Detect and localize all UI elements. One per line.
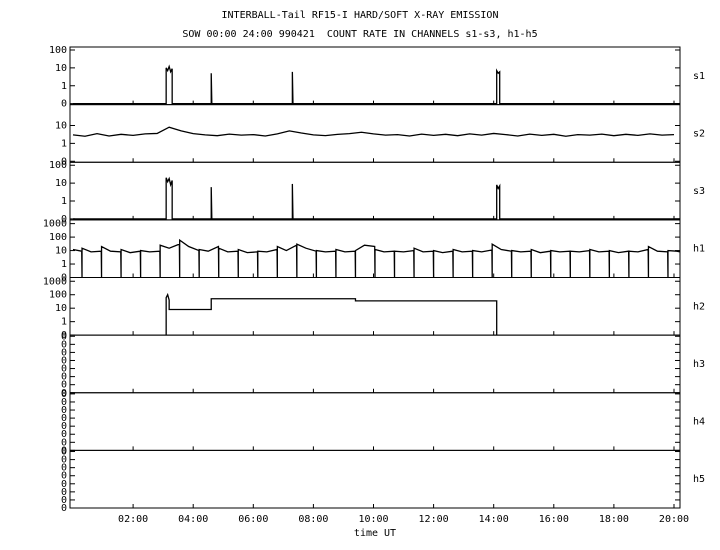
data-line <box>72 238 681 278</box>
y-tick-label: 100 <box>49 232 67 243</box>
y-tick-label: 1000 <box>43 219 67 230</box>
y-tick-label: 1 <box>61 317 67 328</box>
x-tick-label: 16:00 <box>539 514 569 525</box>
panel-label: h4 <box>693 417 705 428</box>
panel-frame <box>69 449 681 509</box>
panel-label: h5 <box>693 474 705 485</box>
y-tick-label: 10 <box>55 63 67 74</box>
y-tick-label: 0 <box>61 463 67 474</box>
y-tick-label: 0 <box>61 397 67 408</box>
x-tick-label: 02:00 <box>118 514 148 525</box>
y-tick-label: 0 <box>61 388 67 399</box>
data-line <box>165 292 498 336</box>
y-tick-label: 0 <box>61 413 67 424</box>
chart-subtitle: SOW 00:00 24:00 990421 COUNT RATE IN CHA… <box>182 29 537 40</box>
y-tick-label: 0 <box>61 421 67 432</box>
x-tick-label: 20:00 <box>659 514 689 525</box>
y-tick-label: 0 <box>61 156 67 167</box>
x-tick-label: 18:00 <box>599 514 629 525</box>
y-tick-label: 0 <box>61 273 67 284</box>
x-tick-label: 04:00 <box>178 514 208 525</box>
y-tick-label: 100 <box>49 290 67 301</box>
y-tick-label: 100 <box>49 160 67 171</box>
y-tick-label: 1 <box>61 81 67 92</box>
y-tick-label: 0 <box>61 495 67 506</box>
y-tick-label: 1 <box>61 196 67 207</box>
x-tick-label: 08:00 <box>298 514 328 525</box>
y-tick-label: 0 <box>61 355 67 366</box>
y-tick-label: 1000 <box>43 276 67 287</box>
y-tick-label: 0 <box>61 331 67 342</box>
data-line <box>72 126 675 137</box>
y-tick-label: 0 <box>61 214 67 225</box>
panel-label: s1 <box>693 71 705 82</box>
y-tick-label: 0 <box>61 471 67 482</box>
y-tick-label: 0 <box>61 429 67 440</box>
y-tick-label: 0 <box>61 347 67 358</box>
y-tick-label: 10 <box>55 246 67 257</box>
y-tick-label: 0 <box>61 330 67 341</box>
y-tick-label: 1 <box>61 138 67 149</box>
y-tick-label: 0 <box>61 437 67 448</box>
x-axis-label: time UT <box>354 528 396 539</box>
y-tick-label: 0 <box>61 447 67 458</box>
y-tick-label: 0 <box>61 487 67 498</box>
y-tick-label: 0 <box>61 389 67 400</box>
panel-label: s2 <box>693 128 705 139</box>
y-tick-label: 0 <box>61 380 67 391</box>
x-tick-label: 06:00 <box>238 514 268 525</box>
y-tick-label: 0 <box>61 99 67 110</box>
y-tick-label: 0 <box>61 364 67 375</box>
data-line <box>73 64 680 105</box>
x-tick-label: 14:00 <box>479 514 509 525</box>
y-tick-label: 0 <box>61 455 67 466</box>
y-tick-label: 10 <box>55 120 67 131</box>
x-tick-label: 10:00 <box>358 514 388 525</box>
y-tick-label: 10 <box>55 178 67 189</box>
panel-label: h1 <box>693 244 705 255</box>
y-tick-label: 0 <box>61 405 67 416</box>
y-tick-label: 0 <box>61 445 67 456</box>
y-tick-label: 10 <box>55 303 67 314</box>
panel-label: h3 <box>693 359 705 370</box>
y-tick-label: 100 <box>49 45 67 56</box>
chart-title: INTERBALL-Tail RF15-I HARD/SOFT X-RAY EM… <box>222 10 499 21</box>
x-tick-label: 12:00 <box>419 514 449 525</box>
y-tick-label: 0 <box>61 479 67 490</box>
y-tick-label: 0 <box>61 339 67 350</box>
y-tick-label: 0 <box>61 503 67 514</box>
y-tick-label: 0 <box>61 372 67 383</box>
data-line <box>73 176 680 220</box>
panel-label: h2 <box>693 301 705 312</box>
y-tick-label: 1 <box>61 259 67 270</box>
panel-label: s3 <box>693 186 705 197</box>
